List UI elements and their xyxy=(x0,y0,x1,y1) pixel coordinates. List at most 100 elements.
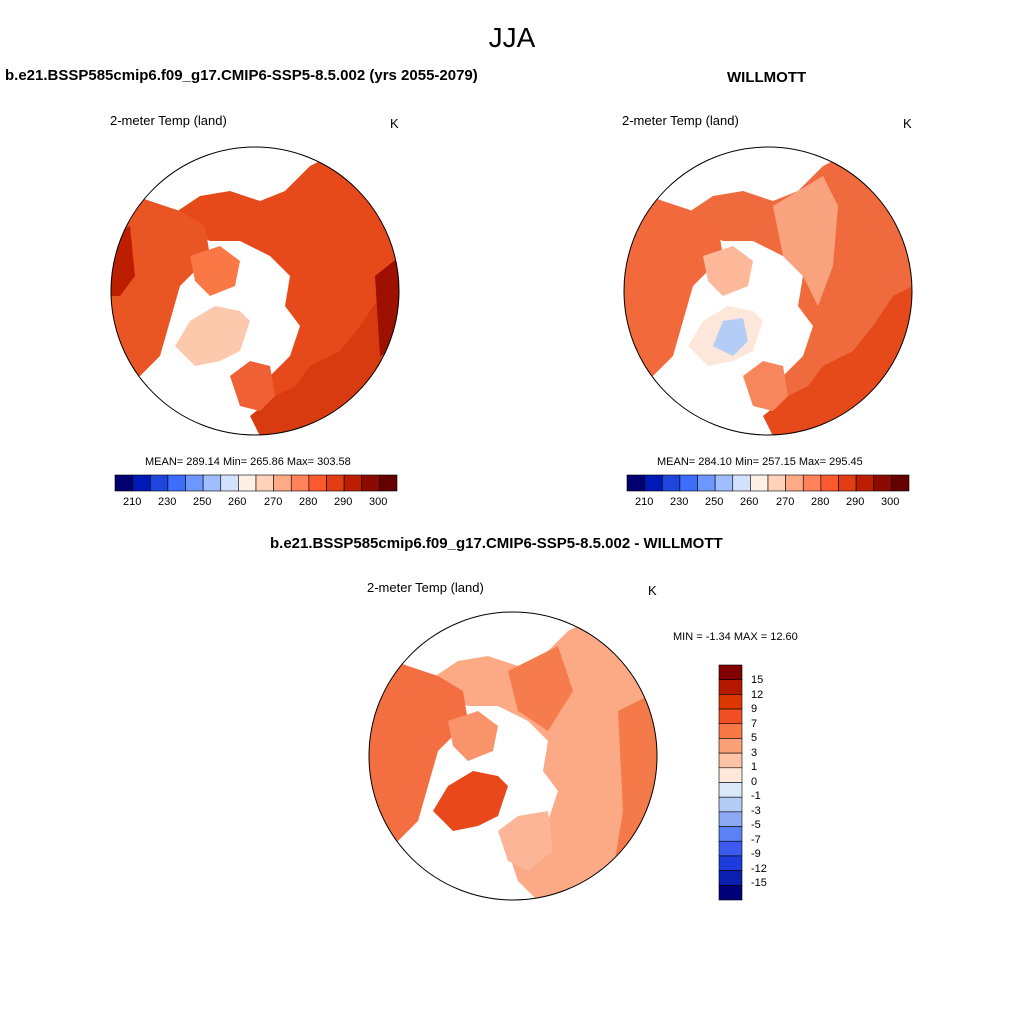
left-tick: 290 xyxy=(334,496,353,508)
colorbar-swatch xyxy=(220,474,239,492)
diff-variable-label: 2-meter Temp (land) xyxy=(367,580,484,595)
colorbar-swatch xyxy=(238,474,257,492)
left-arctic-islands xyxy=(190,246,240,296)
right-tick: 250 xyxy=(705,496,724,508)
right-units-label: K xyxy=(903,116,912,131)
diff-tick: 7 xyxy=(751,718,758,730)
right-arctic-islands xyxy=(703,246,753,296)
diff-panel-title: b.e21.BSSP585cmip6.f09_g17.CMIP6-SSP5-8.… xyxy=(270,535,723,552)
diff-tick: 9 xyxy=(751,703,758,715)
colorbar-swatch xyxy=(379,474,398,492)
right-scandinavia xyxy=(743,361,788,411)
diff-stats: MIN = -1.34 MAX = 12.60 xyxy=(673,631,798,643)
diff-tick: 1 xyxy=(751,761,758,773)
left-greenland xyxy=(175,306,250,366)
colorbar-swatch xyxy=(718,679,743,695)
right-variable-label: 2-meter Temp (land) xyxy=(622,113,739,128)
colorbar-swatch xyxy=(718,723,743,739)
colorbar-swatch xyxy=(718,664,743,680)
colorbar-swatch xyxy=(308,474,327,492)
colorbar-swatch xyxy=(718,752,743,769)
colorbar-swatch xyxy=(661,474,681,492)
right-greenland-ice xyxy=(713,318,748,356)
right-tick: 300 xyxy=(881,496,900,508)
diff-eurasia-land xyxy=(428,612,657,900)
colorbar-swatch xyxy=(718,885,743,901)
right-america-land xyxy=(624,186,723,386)
colorbar-swatch xyxy=(732,474,751,492)
right-tick: 290 xyxy=(846,496,865,508)
figure-title: JJA xyxy=(488,22,536,53)
colorbar-swatch xyxy=(132,474,151,492)
colorbar-swatch xyxy=(718,694,743,710)
left-tick: 260 xyxy=(228,496,247,508)
diff-america-land xyxy=(369,651,468,851)
left-tick: 300 xyxy=(369,496,388,508)
colorbar-swatch xyxy=(873,474,892,492)
left-tick: 230 xyxy=(158,496,177,508)
colorbar-swatch xyxy=(718,767,743,783)
colorbar-swatch xyxy=(718,796,743,813)
left-tick: 270 xyxy=(264,496,283,508)
right-tick: 230 xyxy=(670,496,689,508)
left-stats: MEAN= 289.14 Min= 265.86 Max= 303.58 xyxy=(145,456,351,468)
diff-tick: 12 xyxy=(751,689,764,701)
diff-tick: -7 xyxy=(751,834,761,846)
colorbar-swatch xyxy=(718,738,743,754)
right-polar-map xyxy=(623,146,913,436)
diff-arctic-islands xyxy=(448,711,498,761)
colorbar-swatch xyxy=(718,811,743,827)
colorbar-swatch xyxy=(718,782,743,798)
left-panel-title: b.e21.BSSP585cmip6.f09_g17.CMIP6-SSP5-8.… xyxy=(5,67,478,84)
colorbar-swatch xyxy=(802,474,822,492)
left-units-label: K xyxy=(390,116,399,131)
diff-colorbar xyxy=(718,664,743,901)
diff-siberia-warm xyxy=(508,646,573,731)
colorbar-swatch xyxy=(718,708,743,725)
right-stats: MEAN= 284.10 Min= 257.15 Max= 295.45 xyxy=(657,456,863,468)
colorbar-swatch xyxy=(185,474,204,492)
left-variable-label: 2-meter Temp (land) xyxy=(110,113,227,128)
colorbar-swatch xyxy=(326,474,345,492)
colorbar-swatch xyxy=(202,474,222,492)
colorbar-swatch xyxy=(343,474,363,492)
colorbar-swatch xyxy=(255,474,274,492)
left-scandinavia xyxy=(230,361,275,411)
colorbar-swatch xyxy=(855,474,875,492)
colorbar-swatch xyxy=(114,474,133,492)
colorbar-swatch xyxy=(891,474,910,492)
colorbar-swatch xyxy=(361,474,380,492)
diff-units-label: K xyxy=(648,583,657,598)
diff-tick: -1 xyxy=(751,790,761,802)
right-colorbar xyxy=(626,474,910,492)
colorbar-swatch xyxy=(718,840,743,857)
diff-tick: 3 xyxy=(751,747,758,759)
left-tick: 280 xyxy=(299,496,318,508)
colorbar-swatch xyxy=(750,474,769,492)
left-tick: 250 xyxy=(193,496,212,508)
colorbar-swatch xyxy=(718,870,743,886)
colorbar-swatch xyxy=(167,474,186,492)
diff-tick: 15 xyxy=(751,674,764,686)
diff-scandinavia xyxy=(498,811,553,871)
diff-tick: -3 xyxy=(751,805,761,817)
colorbar-swatch xyxy=(714,474,734,492)
left-colorbar xyxy=(114,474,398,492)
right-tick: 210 xyxy=(635,496,654,508)
diff-tick: -5 xyxy=(751,819,761,831)
diff-polar-map xyxy=(368,611,658,901)
colorbar-swatch xyxy=(290,474,310,492)
left-america-land xyxy=(111,186,210,386)
colorbar-swatch xyxy=(767,474,786,492)
diff-tick: 5 xyxy=(751,732,758,744)
colorbar-swatch xyxy=(785,474,804,492)
colorbar-swatch xyxy=(697,474,716,492)
right-panel-title: WILLMOTT xyxy=(727,69,807,86)
diff-tick: -9 xyxy=(751,848,761,860)
colorbar-swatch xyxy=(626,474,645,492)
colorbar-swatch xyxy=(679,474,698,492)
colorbar-swatch xyxy=(644,474,663,492)
right-tick: 270 xyxy=(776,496,795,508)
left-polar-map xyxy=(110,146,400,436)
right-tick: 280 xyxy=(811,496,830,508)
